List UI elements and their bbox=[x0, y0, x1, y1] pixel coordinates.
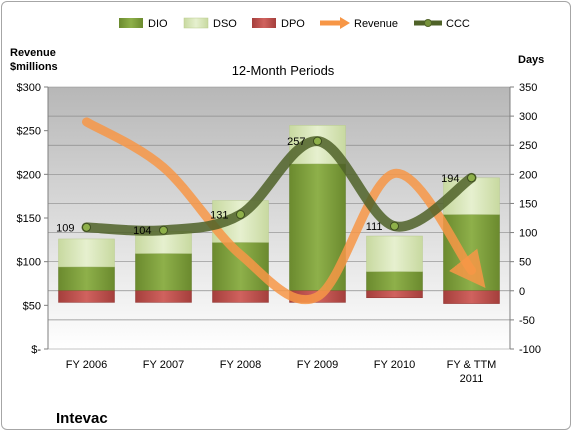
y-left-tick-label: $- bbox=[31, 344, 41, 356]
y-right-tick-label: 50 bbox=[519, 257, 531, 269]
bar-dio bbox=[443, 214, 500, 292]
ccc-data-label: 109 bbox=[56, 222, 74, 234]
y-left-title-line2: $millions bbox=[10, 61, 58, 73]
y-left-tick-label: $300 bbox=[17, 82, 41, 94]
legend-label-ccc: CCC bbox=[446, 18, 470, 30]
bar-dso bbox=[58, 238, 115, 268]
legend-label-dso: DSO bbox=[213, 18, 237, 30]
ccc-data-label: 111 bbox=[366, 221, 383, 233]
bar-dio bbox=[135, 253, 192, 292]
legend-item-dio: DIO bbox=[119, 18, 168, 30]
revenue-line bbox=[82, 117, 486, 305]
legend-swatch-dpo bbox=[252, 18, 276, 28]
legend-arrow-icon bbox=[340, 17, 350, 29]
y-right-tick-label: -50 bbox=[519, 315, 535, 327]
ccc-point bbox=[236, 210, 245, 220]
company-name: Intevac bbox=[56, 410, 108, 427]
y-right-axis: -100 -50 0 50 100 150 200 250 300 350 bbox=[509, 82, 541, 356]
plot-area bbox=[47, 86, 511, 350]
bar-dpo bbox=[135, 290, 192, 303]
legend-marker-ccc bbox=[424, 19, 432, 27]
y-right-tick-label: 300 bbox=[519, 111, 537, 123]
x-tick-label: FY 2010 bbox=[374, 359, 415, 371]
x-axis: FY 2006 FY 2007 FY 2008 FY 2009 FY 2010 FY & … bbox=[66, 359, 497, 385]
legend-item-dpo: DPO bbox=[252, 18, 305, 30]
legend-swatch-dio bbox=[119, 18, 143, 28]
x-tick-label: FY & TTM 2011 bbox=[447, 359, 497, 385]
y-right-tick-label: -100 bbox=[519, 344, 541, 356]
ccc-point bbox=[82, 222, 91, 232]
bar-dso bbox=[366, 235, 423, 272]
legend-item-ccc: CCC bbox=[414, 18, 470, 30]
y-right-tick-label: 200 bbox=[519, 169, 537, 181]
legend-label-dio: DIO bbox=[148, 18, 168, 30]
x-tick-label: FY 2006 bbox=[66, 359, 107, 371]
x-tick-label: FY 2007 bbox=[143, 359, 184, 371]
ccc-data-label: 131 bbox=[210, 210, 228, 222]
ccc-point bbox=[313, 136, 322, 146]
legend-label-dpo: DPO bbox=[281, 18, 305, 30]
y-right-tick-label: 350 bbox=[519, 82, 537, 94]
y-left-tick-label: $200 bbox=[17, 169, 41, 181]
y-left-tick-label: $150 bbox=[17, 213, 41, 225]
y-right-tick-label: 0 bbox=[519, 286, 525, 298]
ccc-data-label: 194 bbox=[441, 173, 459, 185]
ccc-data-label: 104 bbox=[133, 225, 151, 237]
ccc-data-label: 257 bbox=[287, 136, 305, 148]
bar-dpo bbox=[58, 290, 115, 303]
y-left-axis: $- $50 $100 $150 $200 $250 $300 bbox=[17, 82, 49, 356]
bar-dpo bbox=[366, 290, 423, 299]
ccc-point bbox=[467, 173, 476, 183]
ccc-point bbox=[159, 225, 168, 235]
line-series: 109 104 131 257 111 194 bbox=[56, 117, 486, 305]
bar-dpo bbox=[212, 290, 269, 303]
x-tick-label: FY 2008 bbox=[220, 359, 261, 371]
y-right-tick-label: 100 bbox=[519, 228, 537, 240]
legend-item-revenue: Revenue bbox=[320, 17, 398, 30]
legend-label-revenue: Revenue bbox=[354, 18, 398, 30]
y-right-title: Days bbox=[518, 54, 544, 66]
bar-dio bbox=[58, 266, 115, 292]
legend-swatch-dso bbox=[183, 17, 209, 29]
legend: DIO DSO DPO Revenue CCC bbox=[119, 17, 470, 30]
ccc-point bbox=[390, 221, 399, 231]
bar-dio bbox=[366, 271, 423, 292]
y-left-tick-label: $250 bbox=[17, 126, 41, 138]
y-right-tick-label: 250 bbox=[519, 140, 537, 152]
y-right-tick-label: 150 bbox=[519, 198, 537, 210]
chart-title: 12-Month Periods bbox=[232, 63, 335, 78]
y-left-title-line1: Revenue bbox=[10, 47, 56, 59]
y-left-tick-label: $100 bbox=[17, 257, 41, 269]
x-tick-label: FY 2009 bbox=[297, 359, 338, 371]
y-left-tick-label: $50 bbox=[23, 300, 41, 312]
bar-dpo bbox=[443, 290, 500, 304]
legend-item-dso: DSO bbox=[183, 17, 237, 30]
